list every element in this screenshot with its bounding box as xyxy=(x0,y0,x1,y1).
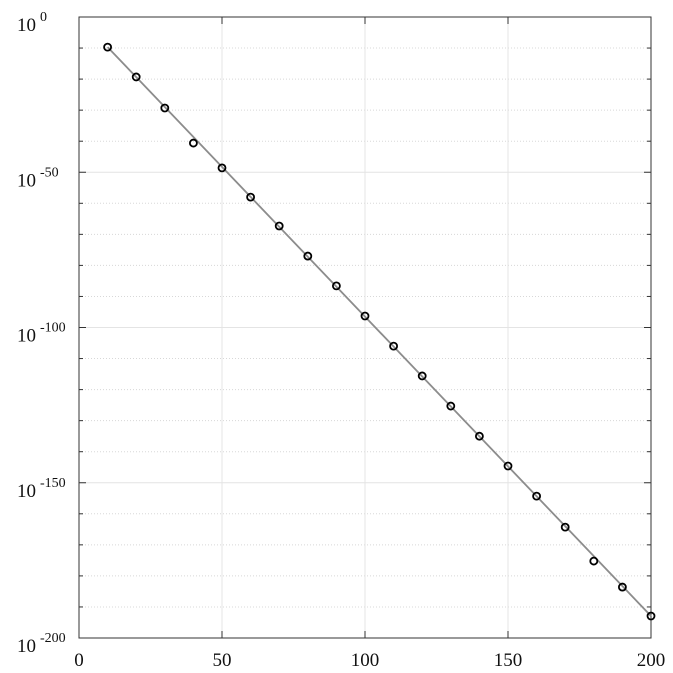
data-point xyxy=(131,72,141,82)
data-point xyxy=(389,341,399,351)
y-tick-label: 10 xyxy=(17,15,36,36)
data-point xyxy=(160,103,170,113)
data-point xyxy=(246,192,256,202)
y-tick-power: -50 xyxy=(40,165,59,180)
data-point xyxy=(303,251,313,261)
data-point xyxy=(560,522,570,532)
x-tick-label: 200 xyxy=(637,650,666,671)
x-tick-label: 0 xyxy=(74,650,84,671)
data-point xyxy=(646,611,656,621)
y-tick-power: -200 xyxy=(40,631,66,646)
data-point xyxy=(103,42,112,52)
y-tick-label: 10 xyxy=(17,481,36,502)
y-tick-label: 10 xyxy=(17,170,36,191)
data-point xyxy=(274,221,284,231)
y-tick-base: 10 xyxy=(17,481,36,502)
plot-frame xyxy=(78,16,652,639)
data-point xyxy=(589,556,599,566)
y-tick-label: 10 xyxy=(17,636,36,657)
series-line xyxy=(106,46,652,617)
x-tick-label: 50 xyxy=(213,650,232,671)
y-tick-base: 10 xyxy=(17,636,36,657)
data-point xyxy=(417,371,427,381)
data-point xyxy=(217,163,227,173)
x-tick-label: 100 xyxy=(351,650,380,671)
y-tick-label: 10 xyxy=(17,326,36,347)
data-point xyxy=(618,582,627,592)
data-point xyxy=(188,138,198,148)
y-tick-power: -100 xyxy=(40,321,66,336)
data-point xyxy=(474,431,484,441)
data-point xyxy=(331,281,341,291)
y-tick-base: 10 xyxy=(17,15,36,36)
y-tick-power: -150 xyxy=(40,476,66,491)
y-tick-power: 0 xyxy=(40,10,47,25)
y-tick-base: 10 xyxy=(17,326,36,347)
data-point xyxy=(503,461,513,471)
data-point xyxy=(532,491,541,501)
data-point xyxy=(446,401,456,411)
x-tick-label: 150 xyxy=(494,650,523,671)
y-tick-base: 10 xyxy=(17,170,36,191)
data-point xyxy=(360,311,370,321)
